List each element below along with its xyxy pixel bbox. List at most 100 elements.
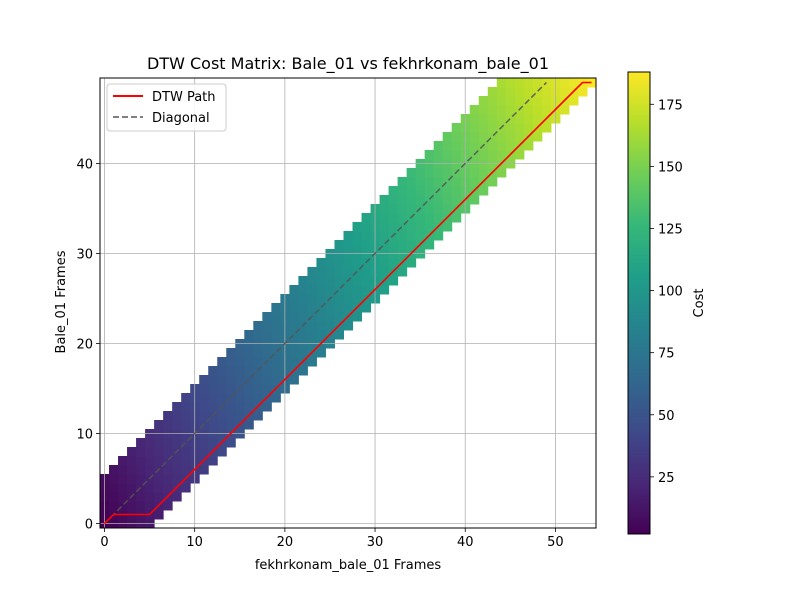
cost-cell [406, 195, 417, 205]
cost-cell [208, 411, 218, 421]
cost-cell [397, 204, 408, 214]
cost-cell [478, 123, 489, 133]
cost-cell [136, 492, 146, 502]
cost-cell [199, 447, 209, 457]
cost-cell [433, 204, 444, 214]
x-tick-label: 40 [457, 535, 474, 550]
cost-cell [478, 105, 489, 115]
cost-cell [505, 141, 516, 151]
cost-cell [118, 501, 128, 511]
cost-cell [514, 87, 525, 97]
cost-cell [496, 78, 507, 88]
cost-cell [208, 384, 218, 394]
cost-cell [532, 78, 543, 88]
cost-cell [253, 411, 263, 421]
cost-cell [316, 258, 326, 268]
cost-cell [334, 240, 344, 250]
cost-cell [478, 186, 489, 196]
cost-cell [388, 213, 399, 223]
cost-cell [541, 105, 552, 115]
chart-title: DTW Cost Matrix: Bale_01 vs fekhrkonam_b… [147, 54, 549, 74]
cost-cell [334, 267, 344, 277]
cost-cell [226, 420, 236, 430]
cost-cell [505, 87, 516, 97]
cost-cell [388, 204, 399, 214]
cost-cell [532, 96, 543, 106]
cost-cell [541, 96, 552, 106]
cost-cell [154, 474, 164, 484]
cost-cell [226, 438, 236, 448]
cost-cell [163, 456, 173, 466]
cost-cell [514, 150, 525, 160]
cost-cell [298, 348, 308, 358]
cost-cell [334, 330, 344, 340]
cost-cell [136, 447, 146, 457]
cost-cell [397, 267, 408, 277]
cost-cell [343, 258, 354, 268]
dtw-path-line [103, 81, 592, 525]
colorbar-tick-label: 75 [658, 347, 675, 362]
cost-cell [253, 357, 263, 367]
cost-cell [478, 96, 489, 106]
cost-cell [487, 141, 498, 151]
cost-cell [127, 501, 137, 511]
cost-cell [496, 87, 507, 97]
cost-cell [568, 78, 579, 88]
cost-cell [262, 375, 272, 385]
cost-cell [424, 177, 435, 187]
cost-cell [316, 312, 326, 322]
cost-cell [118, 465, 128, 475]
cost-cell [253, 348, 263, 358]
cost-cell [343, 303, 354, 313]
cost-cell [406, 168, 417, 178]
cost-cell [235, 366, 245, 376]
cost-cell [307, 294, 317, 304]
cost-cell [298, 330, 308, 340]
y-tick-label: 20 [76, 338, 93, 353]
cost-cell [163, 420, 173, 430]
cost-cell [181, 411, 191, 421]
cost-cell [199, 384, 209, 394]
cost-cell [235, 348, 245, 358]
cost-cell [487, 150, 498, 160]
cost-cell [289, 357, 299, 367]
cost-cell [145, 447, 155, 457]
cost-cell [388, 276, 399, 286]
cost-cell [451, 213, 462, 223]
cost-cell [199, 393, 209, 403]
cost-cell [271, 357, 281, 367]
cost-cell [406, 204, 417, 214]
colorbar-tick-label: 175 [658, 98, 683, 113]
cost-cell [262, 321, 272, 331]
cost-cell [433, 177, 444, 187]
colorbar: 25 50 75 100 125 150 175 Cost [627, 71, 707, 535]
colorbar-tick-label: 150 [658, 160, 683, 175]
cost-cell [397, 231, 408, 241]
cost-cell [433, 231, 444, 241]
cost-cell [235, 375, 245, 385]
cost-cell [559, 78, 570, 88]
cost-cell [262, 384, 272, 394]
cost-cell [325, 276, 335, 286]
cost-cell [181, 402, 191, 412]
cost-cell [577, 87, 588, 97]
cost-cell [298, 276, 308, 286]
cost-cell [226, 366, 236, 376]
cost-cell [109, 483, 119, 493]
cost-cell [415, 213, 426, 223]
cost-cell [154, 438, 164, 448]
cost-cell [415, 177, 426, 187]
cost-cell [343, 267, 354, 277]
cost-cell [163, 438, 173, 448]
cost-cell [388, 258, 399, 268]
cost-cell [496, 96, 507, 106]
cost-cell [406, 258, 417, 268]
cost-cell [235, 411, 245, 421]
cost-cell [379, 258, 390, 268]
legend-label-diagonal: Diagonal [152, 111, 210, 126]
cost-cell [199, 411, 209, 421]
cost-cell [217, 447, 227, 457]
cost-cell [352, 285, 363, 295]
cost-cell [442, 150, 453, 160]
cost-cell [235, 402, 245, 412]
